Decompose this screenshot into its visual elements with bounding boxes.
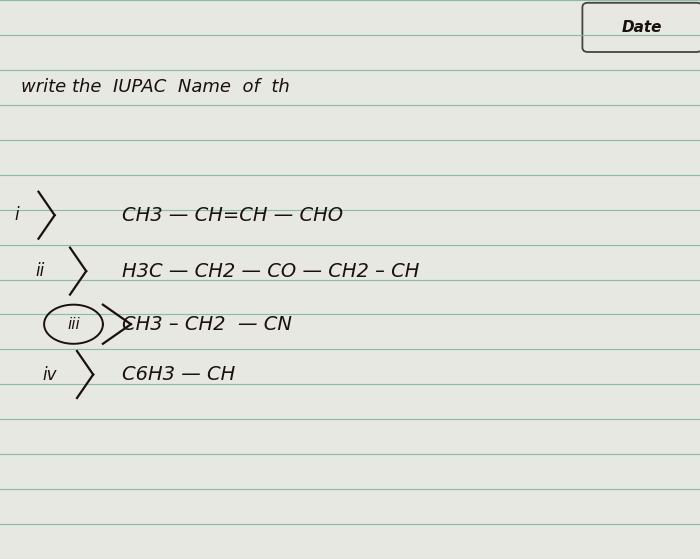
Text: Date: Date <box>622 20 662 35</box>
Text: C6H3 — CH: C6H3 — CH <box>122 365 236 384</box>
Text: iii: iii <box>67 317 80 331</box>
Text: CH3 – CH2  — CN: CH3 – CH2 — CN <box>122 315 293 334</box>
Text: i: i <box>14 206 19 224</box>
Text: CH3 — CH=CH — CHO: CH3 — CH=CH — CHO <box>122 206 344 225</box>
FancyBboxPatch shape <box>582 3 700 52</box>
Text: ii: ii <box>35 262 44 280</box>
Text: H3C — CH2 — CO — CH2 – CH: H3C — CH2 — CO — CH2 – CH <box>122 262 420 281</box>
Text: iv: iv <box>42 366 57 383</box>
Text: write the  IUPAC  Name  of  th: write the IUPAC Name of th <box>21 78 290 96</box>
